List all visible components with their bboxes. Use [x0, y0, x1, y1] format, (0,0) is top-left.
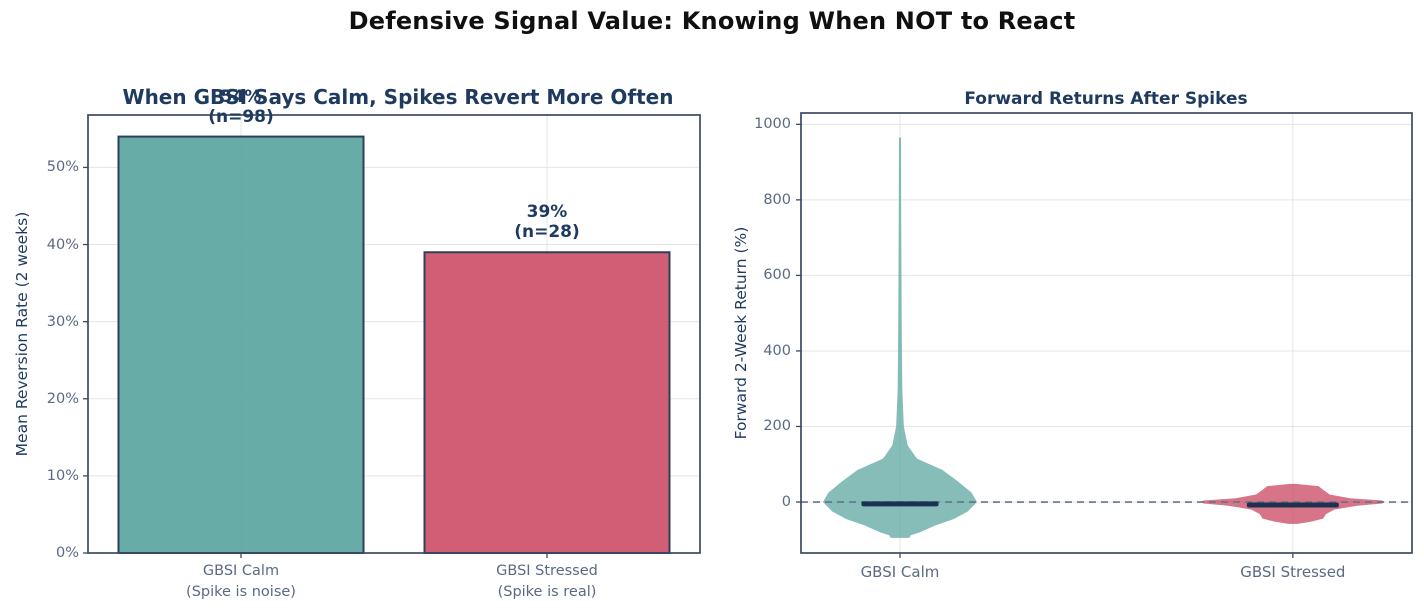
bar-gbsi-calm: [117, 135, 365, 554]
plot-border: [87, 114, 701, 554]
y-tick-label: 200: [763, 418, 791, 435]
x-tick-label: GBSI Calm (Spike is noise): [186, 563, 296, 600]
median-bar: [1246, 502, 1339, 508]
figure-title: Defensive Signal Value: Knowing When NOT…: [348, 7, 1076, 35]
bar-gbsi-stressed: [423, 251, 671, 554]
y-tick-label: 0: [781, 494, 791, 510]
right-chart-title: Forward Returns After Spikes: [964, 89, 1248, 109]
y-tick-label: 1000: [754, 116, 791, 133]
violin-gbsi-calm: [822, 137, 977, 538]
median-bar: [861, 501, 939, 507]
y-tick-label: 40%: [46, 236, 79, 253]
y-tick-label: 0%: [55, 545, 79, 561]
x-tick-label: GBSI Calm: [860, 563, 940, 581]
y-tick-label: 50%: [46, 159, 79, 176]
plot-border: [800, 112, 1413, 554]
y-tick-label: 600: [763, 267, 791, 284]
y-tick-label: 800: [763, 191, 791, 208]
y-tick-label: 400: [763, 342, 791, 359]
bar-annotation: 39% (n=28): [514, 202, 580, 243]
y-tick-label: 10%: [46, 467, 79, 484]
y-tick-label: 30%: [46, 313, 79, 330]
bar-annotation: 54% (n=98): [208, 86, 274, 127]
left-chart-title: When GBSI Says Calm, Spikes Revert More …: [122, 85, 674, 109]
x-tick-label: GBSI Stressed: [1240, 563, 1346, 581]
x-tick-label: GBSI Stressed (Spike is real): [496, 563, 598, 600]
y-tick-label: 20%: [46, 390, 79, 407]
